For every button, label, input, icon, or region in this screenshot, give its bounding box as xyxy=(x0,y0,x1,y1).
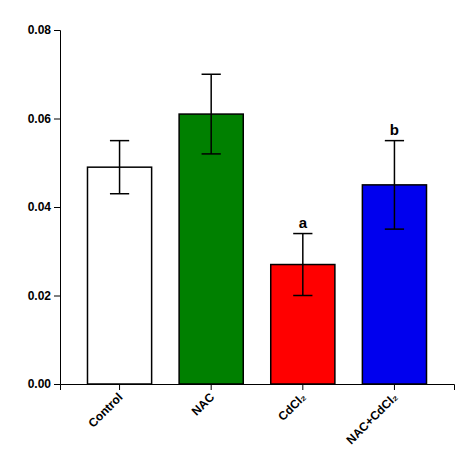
x-axis-line xyxy=(61,385,455,391)
y-tick-mark xyxy=(54,384,60,385)
x-tick-mark xyxy=(119,384,120,390)
y-tick-mark xyxy=(54,296,60,297)
x-tick: NAC xyxy=(189,384,218,419)
annotation: b xyxy=(390,121,399,138)
x-tick-label: NAC+CdCl₂ xyxy=(344,390,401,447)
x-tick-label: Control xyxy=(85,390,125,430)
y-tick: 0.04 xyxy=(28,200,60,214)
error-bar-stem xyxy=(302,234,304,296)
y-tick: 0.06 xyxy=(28,112,60,126)
error-bar-stem xyxy=(119,141,121,194)
x-tick: CdCl₂ xyxy=(275,384,308,424)
y-tick-mark xyxy=(54,207,60,208)
x-tick-mark xyxy=(394,384,395,390)
y-tick-label: 0.08 xyxy=(28,23,52,37)
error-bar xyxy=(110,141,129,194)
error-bar-stem xyxy=(394,141,396,230)
y-tick-label: 0.06 xyxy=(28,112,52,126)
chart: 0.00 0.02 0.04 0.06 0.08 Control NAC CdCl₂ NAC+C… xyxy=(0,0,474,474)
x-tick: Control xyxy=(85,384,125,430)
y-axis: 0.00 0.02 0.04 0.06 0.08 xyxy=(28,23,61,391)
error-bar-cap xyxy=(202,74,221,76)
error-bar-stem xyxy=(210,74,212,154)
marks xyxy=(87,74,426,384)
x-tick-mark xyxy=(302,384,303,390)
error-bar xyxy=(385,141,404,230)
plot: 0.00 0.02 0.04 0.06 0.08 Control NAC CdCl₂ NAC+C… xyxy=(28,23,455,447)
bar xyxy=(87,167,151,384)
y-axis-line xyxy=(54,31,61,385)
error-bar-cap xyxy=(385,228,404,230)
error-bar-cap xyxy=(293,233,312,235)
error-bar xyxy=(293,234,312,296)
y-tick-mark xyxy=(54,119,60,120)
x-tick-mark xyxy=(211,384,212,390)
x-tick-label: CdCl₂ xyxy=(275,390,308,423)
error-bar-cap xyxy=(202,153,221,155)
error-bar-cap xyxy=(293,295,312,297)
y-tick-mark xyxy=(54,30,60,31)
error-bar-cap xyxy=(110,193,129,195)
x-tick-label: NAC xyxy=(189,390,218,419)
y-tick-label: 0.00 xyxy=(28,377,52,391)
error-bar xyxy=(202,74,221,154)
y-tick-label: 0.02 xyxy=(28,289,52,303)
x-axis: Control NAC CdCl₂ NAC+CdCl₂ xyxy=(61,384,455,447)
bar xyxy=(179,114,243,384)
y-tick: 0.02 xyxy=(28,289,60,303)
error-bar-cap xyxy=(385,140,404,142)
annotations: ab xyxy=(299,121,399,231)
error-bar-cap xyxy=(110,140,129,142)
y-tick-label: 0.04 xyxy=(28,200,52,214)
y-tick: 0.08 xyxy=(28,23,60,37)
annotation: a xyxy=(299,214,308,231)
x-tick: NAC+CdCl₂ xyxy=(344,384,401,447)
y-tick: 0.00 xyxy=(28,377,60,391)
